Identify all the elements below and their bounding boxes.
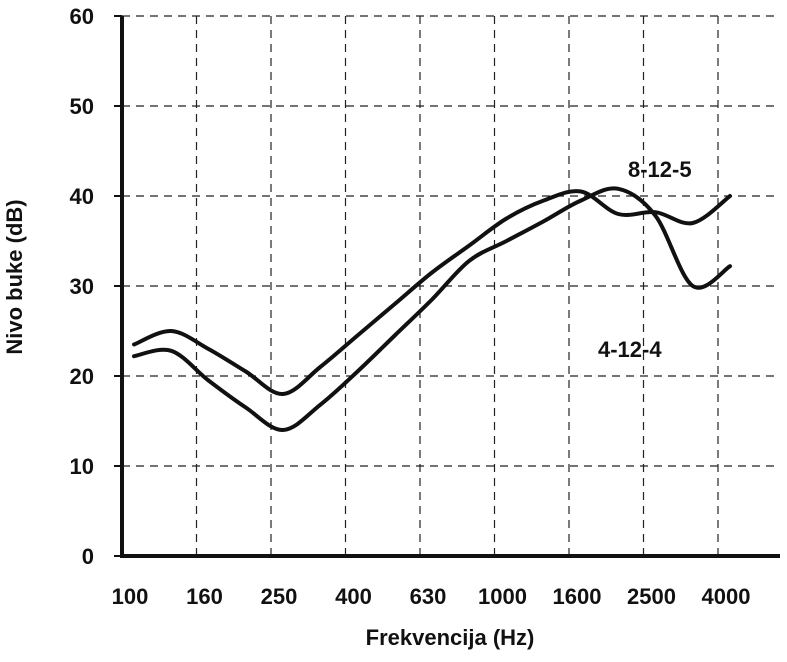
y-axis-title: Nivo buke (dB) — [2, 199, 27, 354]
y-tick-label: 30 — [70, 274, 94, 299]
series-line-4-12-4 — [132, 186, 732, 433]
x-tick-label: 1000 — [478, 584, 527, 609]
y-tick-labels: 0 10 20 30 40 50 60 — [70, 4, 94, 569]
series-lines — [132, 186, 732, 433]
x-tick-label: 630 — [410, 584, 447, 609]
x-tick-label: 160 — [186, 584, 223, 609]
series-line-8-12-5 — [132, 189, 732, 396]
x-tick-label: 4000 — [702, 584, 751, 609]
y-tick-label: 60 — [70, 4, 94, 29]
series-label-8-12-5: 8-12-5 — [628, 157, 692, 182]
y-tick-label: 10 — [70, 454, 94, 479]
x-axis-title: Frekvencija (Hz) — [366, 625, 535, 650]
x-tick-label: 1600 — [553, 584, 602, 609]
grid — [122, 15, 780, 556]
y-tick-label: 20 — [70, 364, 94, 389]
y-tick-label: 50 — [70, 94, 94, 119]
series-label-4-12-4: 4-12-4 — [598, 337, 662, 362]
x-tick-label: 250 — [261, 584, 298, 609]
x-tick-label: 2500 — [627, 584, 676, 609]
axes — [114, 15, 780, 558]
x-tick-label: 100 — [112, 584, 149, 609]
y-tick-label: 40 — [70, 184, 94, 209]
x-tick-labels: 100 160 250 400 630 1000 1600 2500 4000 — [112, 584, 751, 609]
x-tick-label: 400 — [335, 584, 372, 609]
y-tick-label: 0 — [82, 544, 94, 569]
